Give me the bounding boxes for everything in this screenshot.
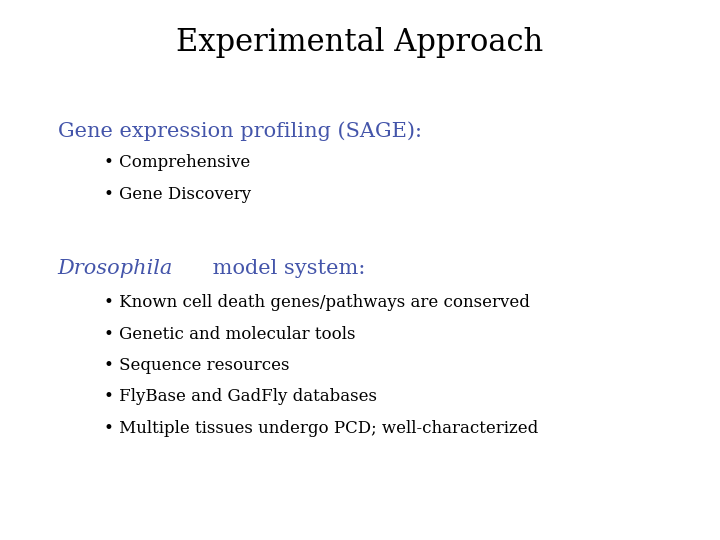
Text: model system:: model system:: [207, 259, 366, 278]
Text: • FlyBase and GadFly databases: • FlyBase and GadFly databases: [104, 388, 377, 405]
Text: Experimental Approach: Experimental Approach: [176, 27, 544, 58]
Text: • Genetic and molecular tools: • Genetic and molecular tools: [104, 326, 356, 342]
Text: • Sequence resources: • Sequence resources: [104, 357, 290, 374]
Text: • Known cell death genes/pathways are conserved: • Known cell death genes/pathways are co…: [104, 294, 530, 311]
Text: • Comprehensive: • Comprehensive: [104, 154, 251, 171]
Text: Drosophila: Drosophila: [58, 259, 173, 278]
Text: • Multiple tissues undergo PCD; well-characterized: • Multiple tissues undergo PCD; well-cha…: [104, 420, 539, 436]
Text: • Gene Discovery: • Gene Discovery: [104, 186, 251, 203]
Text: Gene expression profiling (SAGE):: Gene expression profiling (SAGE):: [58, 122, 422, 141]
